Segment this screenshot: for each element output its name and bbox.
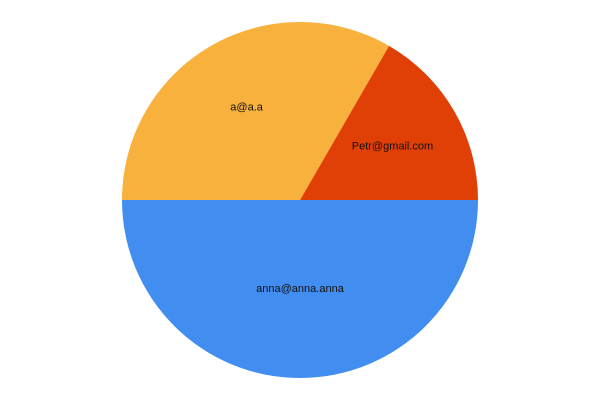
pie-slice-label-2: a@a.a: [230, 101, 263, 113]
pie-slice-label-3: anna@anna.anna: [256, 283, 345, 295]
pie-slice-label-1: Petr@gmail.com: [352, 141, 433, 153]
pie-slice-2[interactable]: [122, 21, 389, 200]
pie-slice-3[interactable]: [122, 200, 478, 378]
pie-slice-1[interactable]: [300, 45, 478, 201]
